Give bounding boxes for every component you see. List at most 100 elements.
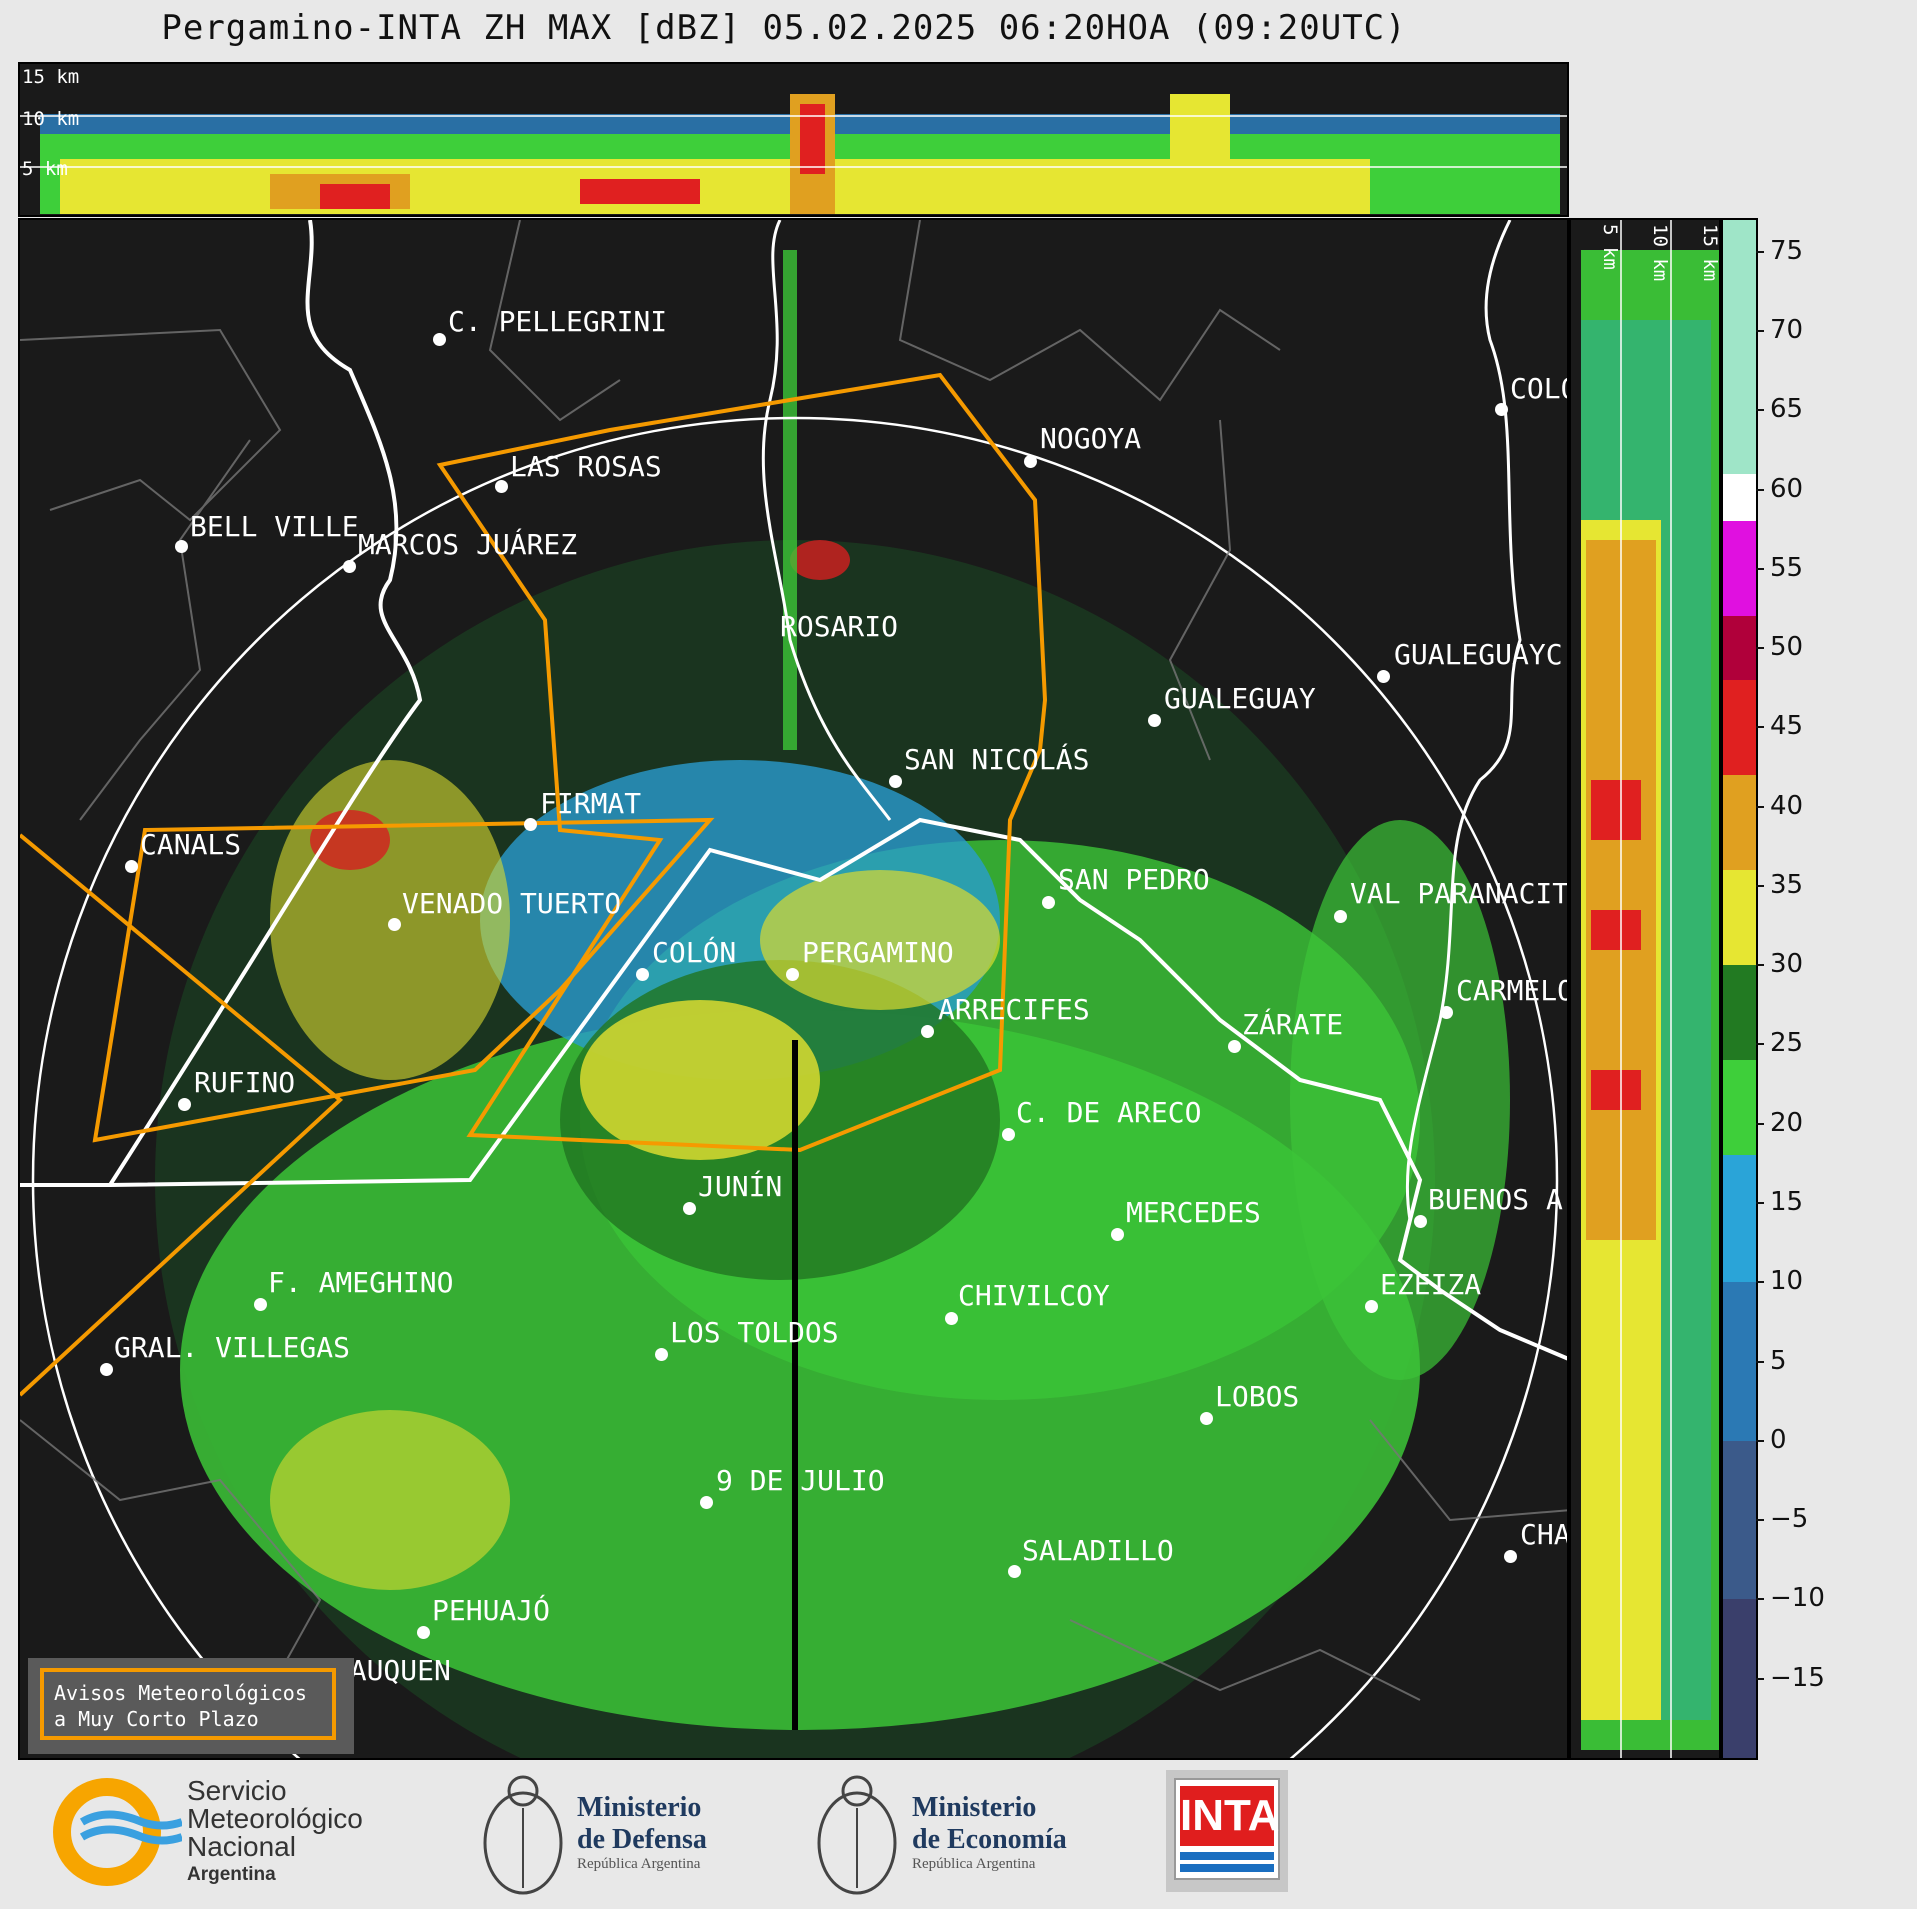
city-dot: [175, 540, 188, 553]
radar-map: C. PELLEGRINI LAS ROSAS NOGOYA BELL VILL…: [18, 218, 1569, 1760]
colorbar-tick: 15: [1755, 1187, 1803, 1217]
colorbar-segment: [1723, 220, 1756, 474]
smn-line3: Nacional: [187, 1831, 296, 1862]
city-label: FIRMAT: [540, 787, 642, 820]
city-label: COLO: [1510, 372, 1567, 405]
city-dot: [343, 560, 356, 573]
smn-logo-icon: [53, 1778, 182, 1886]
city-dot: [1377, 670, 1390, 683]
city-dot: [388, 918, 401, 931]
avisos-box: Avisos Meteorológicos a Muy Corto Plazo: [28, 1658, 354, 1754]
city-label: ZÁRATE: [1242, 1008, 1344, 1041]
side-height-label-15km: 15 km: [1699, 224, 1721, 282]
colorbar-tick: 0: [1756, 1425, 1787, 1455]
colorbar-tick: 30: [1755, 949, 1803, 979]
smn-line2: Meteorológico: [187, 1803, 363, 1834]
city-label: CHA: [1520, 1518, 1569, 1551]
city-dot: [683, 1202, 696, 1215]
footer-logos: Servicio Meteorológico Nacional Argentin…: [0, 1760, 1917, 1909]
city-dot: [524, 818, 537, 831]
economia-shield-icon: [817, 1775, 897, 1895]
city-dot: [889, 775, 902, 788]
economia-line3: República Argentina: [912, 1856, 1036, 1872]
city-dot: [254, 1298, 267, 1311]
city-dot: [1111, 1228, 1124, 1241]
height-label-5km: 5 km: [22, 158, 68, 180]
colorbar-segment: [1723, 774, 1756, 871]
city-dot: [1414, 1215, 1427, 1228]
city-label: ROSARIO: [780, 610, 899, 643]
colorbar-tick: 50: [1755, 632, 1803, 662]
city-label: NOGOYA: [1040, 422, 1142, 455]
colorbar-segment: [1723, 473, 1756, 522]
city-dot: [100, 1363, 113, 1376]
echo-band-top: [40, 94, 1560, 214]
colorbar-tick: 35: [1755, 870, 1803, 900]
colorbar-tick: 65: [1755, 394, 1803, 424]
colorbar-tick: 5: [1756, 1346, 1787, 1376]
city-label: F. AMEGHINO: [268, 1266, 454, 1299]
echo-band-side: [1581, 250, 1719, 1750]
height-label-10km: 10 km: [22, 108, 80, 130]
colorbar-tick: 55: [1755, 553, 1803, 583]
colorbar-tick: −5: [1755, 1504, 1808, 1534]
radar-echoes: [155, 250, 1510, 1758]
colorbar-tick: 10: [1755, 1266, 1803, 1296]
colorbar-tick: 20: [1755, 1108, 1803, 1138]
city-label: CARMELO: [1456, 974, 1569, 1007]
city-dot: [1334, 910, 1347, 923]
city-label: COLÓN: [652, 936, 737, 969]
colorbar-tick: −10: [1756, 1583, 1825, 1613]
city-label: VENADO TUERTO: [402, 887, 622, 920]
city-dot: [433, 333, 446, 346]
colorbar-segment: [1723, 1155, 1756, 1283]
city-label: SAN PEDRO: [1058, 863, 1210, 896]
colorbar-segment: [1723, 679, 1756, 775]
map-title: Pergamino-INTA ZH MAX [dBZ] 05.02.2025 0…: [161, 8, 1407, 48]
city-label: PERGAMINO: [802, 936, 954, 969]
colorbar-segment: [1723, 1599, 1756, 1758]
city-dot: [945, 1312, 958, 1325]
colorbar-tick: 40: [1755, 791, 1803, 821]
city-dot: [921, 1025, 934, 1038]
colorbar-segment: [1723, 1060, 1756, 1156]
city-dot: [417, 1626, 430, 1639]
colorbar-segment: [1723, 616, 1756, 680]
city-label: JUNÍN: [698, 1170, 783, 1203]
city-dot: [636, 968, 649, 981]
city-dot: [1002, 1128, 1015, 1141]
city-label: C. PELLEGRINI: [448, 305, 668, 338]
city-dot: [1495, 403, 1508, 416]
city-dot: [700, 1496, 713, 1509]
city-dot: [1228, 1040, 1241, 1053]
smn-line1: Servicio: [187, 1775, 287, 1806]
city-label: BELL VILLE: [190, 510, 359, 543]
city-label: LAS ROSAS: [510, 450, 662, 483]
city-label: EZEIZA: [1380, 1268, 1482, 1301]
side-height-label-10km: 10 km: [1649, 224, 1671, 282]
city-dot: [1024, 455, 1037, 468]
city-label: VAL PARANACIT: [1350, 877, 1569, 910]
city-label: BUENOS A: [1428, 1183, 1563, 1216]
height-label-15km: 15 km: [22, 66, 80, 88]
city-label: CHIVILCOY: [958, 1279, 1110, 1312]
colorbar-tick: 60: [1755, 474, 1803, 504]
city-label: LOS TOLDOS: [670, 1316, 839, 1349]
city-dot: [655, 1348, 668, 1361]
city-dot: [495, 480, 508, 493]
warning-polygon-1: [436, 372, 1048, 1153]
city-label: GUALEGUAYC: [1394, 638, 1563, 671]
city-dot: [786, 968, 799, 981]
city-dot: [1148, 714, 1161, 727]
warning-polygon-2: [92, 817, 715, 1143]
inta-logo: INTA: [1166, 1770, 1288, 1892]
smn-line4: Argentina: [187, 1864, 276, 1885]
city-dot: [1365, 1300, 1378, 1313]
defensa-line1: Ministerio: [577, 1792, 702, 1823]
city-label: RUFINO: [194, 1066, 296, 1099]
colorbar-tick: 45: [1755, 711, 1803, 741]
colorbar-tick: 75: [1755, 236, 1803, 266]
side-height-profile: 5 km 10 km 15 km: [1569, 218, 1721, 1760]
colorbar: [1721, 218, 1758, 1760]
city-dot: [1008, 1565, 1021, 1578]
